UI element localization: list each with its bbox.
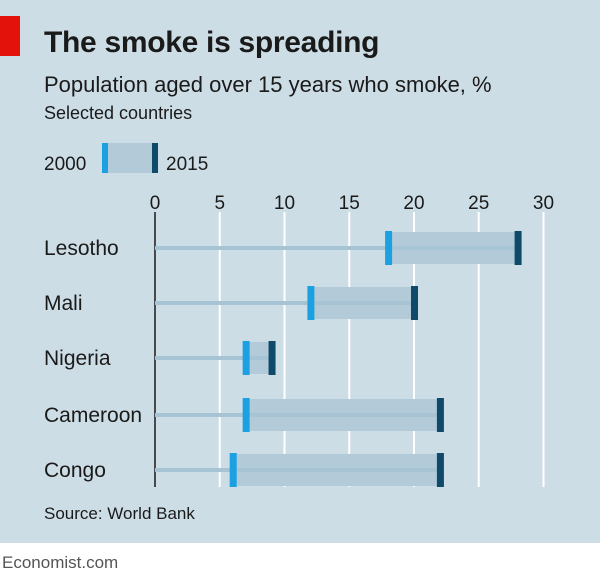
marker-2000 [307, 286, 315, 320]
category-label: Congo [44, 459, 106, 482]
chart-note: Selected countries [44, 103, 193, 123]
legend-range-swatch [102, 143, 157, 173]
chart-subtitle: Population aged over 15 years who smoke,… [44, 72, 492, 97]
chart-panel [0, 0, 600, 543]
marker-2015 [436, 453, 444, 487]
marker-2015 [411, 286, 418, 320]
source-note: Source: World Bank [44, 504, 195, 523]
row-congo: Congo [44, 453, 444, 487]
footer-brand: Economist.com [2, 553, 119, 572]
marker-2000 [385, 231, 393, 265]
legend-end-label: 2015 [166, 154, 208, 175]
legend-start-marker [102, 143, 108, 173]
marker-2000 [229, 453, 237, 487]
category-label: Mali [44, 292, 83, 315]
x-tick-label: 10 [274, 193, 295, 214]
x-tick-labels: 0 5 10 15 20 25 30 [150, 193, 554, 214]
marker-2015 [268, 341, 276, 375]
marker-2000 [242, 398, 250, 432]
row-cameroon: Cameroon [44, 398, 444, 432]
marker-2000 [242, 341, 250, 375]
chart-title: The smoke is spreading [44, 26, 380, 59]
x-tick-label: 30 [533, 193, 554, 214]
row-lesotho: Lesotho [44, 231, 522, 265]
legend: 2000 2015 [44, 143, 208, 175]
x-tick-label: 25 [468, 193, 489, 214]
legend-end-marker [152, 143, 158, 173]
chart-rows: Lesotho Mali Nigeria Cameroon Congo [44, 231, 522, 487]
legend-start-label: 2000 [44, 154, 86, 175]
dumbbell-chart: 2000 2015 0 5 10 15 20 25 30 Lesotho Mali Nigeri… [44, 143, 554, 487]
x-tick-label: 15 [339, 193, 360, 214]
category-label: Lesotho [44, 237, 119, 260]
row-nigeria: Nigeria [44, 341, 276, 375]
x-tick-label: 20 [403, 193, 424, 214]
brand-tag [0, 16, 20, 56]
category-label: Nigeria [44, 347, 111, 370]
x-tick-label: 5 [214, 193, 225, 214]
row-mali: Mali [44, 286, 418, 320]
x-tick-label: 0 [150, 193, 161, 214]
marker-2015 [436, 398, 444, 432]
category-label: Cameroon [44, 404, 142, 427]
marker-2015 [514, 231, 522, 265]
